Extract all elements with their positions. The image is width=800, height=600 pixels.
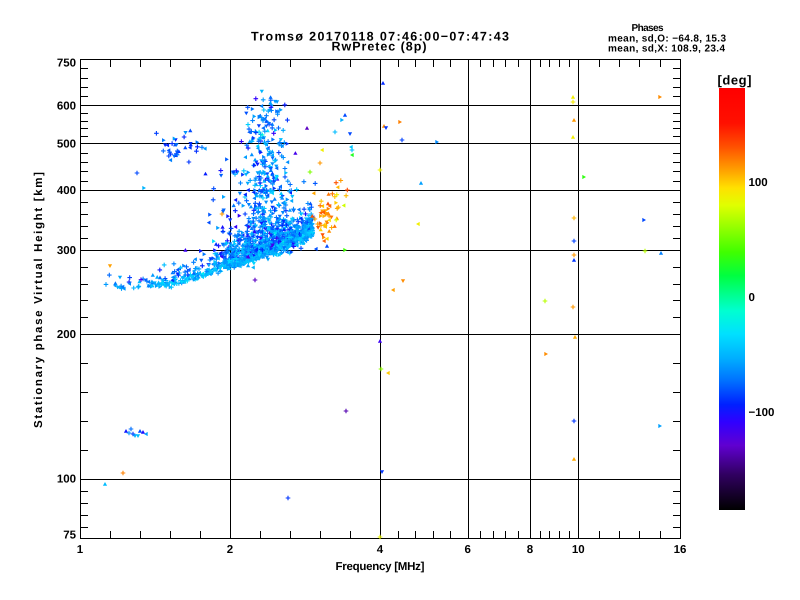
svg-text:300: 300 bbox=[57, 245, 76, 257]
svg-text:75: 75 bbox=[63, 530, 76, 542]
svg-text:2: 2 bbox=[227, 544, 233, 556]
svg-text:400: 400 bbox=[57, 185, 76, 197]
svg-text:100: 100 bbox=[57, 474, 76, 486]
svg-text:10: 10 bbox=[572, 544, 585, 556]
svg-text:1: 1 bbox=[77, 544, 84, 556]
svg-text:mean, sd,X: 108.9, 23.4: mean, sd,X: 108.9, 23.4 bbox=[608, 44, 725, 55]
svg-text:Tromsø 20170118 07:46:00−07:47: Tromsø 20170118 07:46:00−07:47:43 bbox=[251, 30, 509, 44]
svg-text:8: 8 bbox=[527, 544, 534, 556]
svg-text:mean, sd,O: −64.8, 15.3: mean, sd,O: −64.8, 15.3 bbox=[608, 34, 726, 45]
svg-text:750: 750 bbox=[57, 58, 76, 70]
svg-text:[deg]: [deg] bbox=[718, 73, 752, 88]
svg-text:4: 4 bbox=[377, 544, 384, 556]
svg-text:0: 0 bbox=[749, 292, 755, 304]
svg-text:RwPretec (8p): RwPretec (8p) bbox=[332, 40, 427, 54]
svg-text:Stationary phase Virtual Heigh: Stationary phase Virtual Height [km] bbox=[33, 172, 45, 428]
svg-text:600: 600 bbox=[57, 101, 76, 113]
svg-text:6: 6 bbox=[464, 544, 470, 556]
svg-text:500: 500 bbox=[57, 138, 76, 150]
svg-text:Phases: Phases bbox=[632, 23, 664, 34]
svg-text:200: 200 bbox=[57, 329, 76, 341]
svg-text:−100: −100 bbox=[749, 407, 775, 419]
svg-text:Frequency [MHz]: Frequency [MHz] bbox=[336, 561, 425, 573]
svg-text:16: 16 bbox=[674, 544, 687, 556]
svg-text:100: 100 bbox=[749, 177, 768, 189]
